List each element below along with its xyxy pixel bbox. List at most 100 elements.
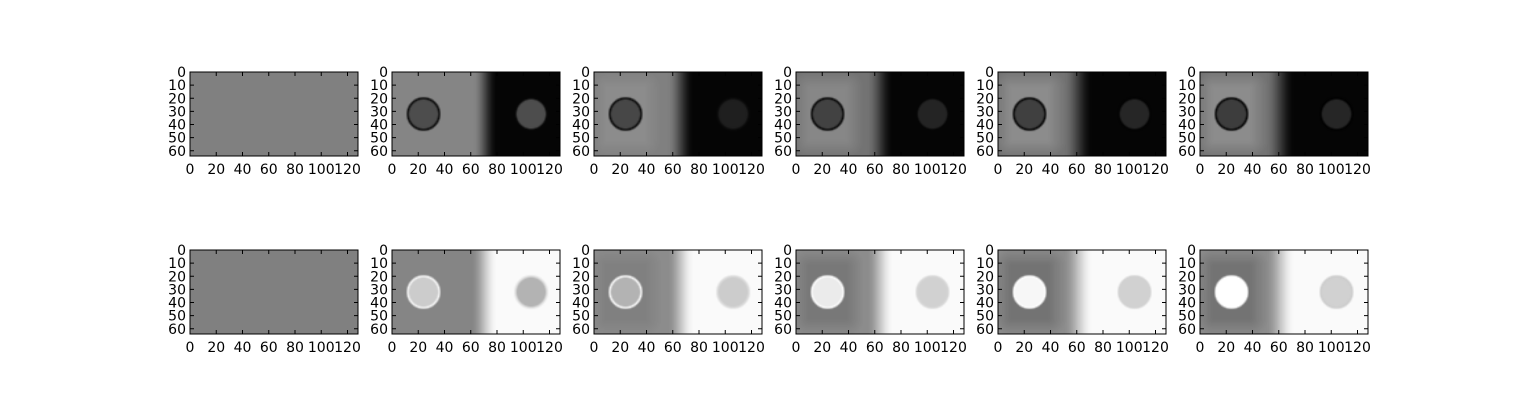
x-tick-label: 60: [1270, 162, 1288, 178]
x-tick-label: 80: [892, 162, 910, 178]
y-tick-label: 0: [581, 65, 590, 81]
x-tick-label: 120: [536, 162, 563, 178]
x-tick-label: 60: [462, 340, 480, 356]
x-tick-label: 20: [409, 162, 427, 178]
y-tick-label: 50: [370, 131, 388, 147]
y-tick-label: 20: [572, 269, 590, 285]
x-tick-label: 20: [207, 340, 225, 356]
x-tick-label: 40: [1042, 340, 1060, 356]
x-tick-label: 100: [1318, 162, 1345, 178]
x-tick-label: 60: [664, 162, 682, 178]
x-tick-label: 120: [738, 340, 765, 356]
heatmap-image: [998, 72, 1166, 156]
y-tick-label: 30: [774, 282, 792, 298]
y-tick-label: 20: [370, 91, 388, 107]
y-tick-label: 0: [1187, 65, 1196, 81]
y-tick-label: 40: [774, 296, 792, 312]
x-tick-label: 20: [611, 340, 629, 356]
x-tick-label: 120: [1142, 340, 1169, 356]
y-tick-label: 0: [783, 243, 792, 259]
y-tick-label: 0: [1187, 243, 1196, 259]
y-tick-label: 10: [1178, 256, 1196, 272]
x-tick-label: 80: [286, 340, 304, 356]
y-tick-label: 0: [985, 243, 994, 259]
y-tick-label: 30: [168, 282, 186, 298]
y-tick-label: 40: [976, 118, 994, 134]
x-tick-label: 60: [260, 162, 278, 178]
y-tick-label: 60: [774, 144, 792, 160]
x-tick-label: 80: [488, 340, 506, 356]
axes-frame: [1199, 249, 1369, 335]
y-tick-label: 10: [572, 256, 590, 272]
y-tick-label: 60: [774, 322, 792, 338]
x-tick-label: 80: [1296, 340, 1314, 356]
y-tick-label: 20: [168, 91, 186, 107]
x-tick-label: 100: [510, 162, 537, 178]
y-tick-label: 10: [976, 256, 994, 272]
y-tick-label: 40: [572, 296, 590, 312]
y-tick-label: 30: [572, 282, 590, 298]
y-tick-label: 40: [370, 118, 388, 134]
y-tick-label: 0: [379, 65, 388, 81]
x-tick-label: 100: [914, 340, 941, 356]
axes-frame: [795, 71, 965, 157]
x-tick-label: 40: [840, 162, 858, 178]
y-tick-label: 50: [1178, 309, 1196, 325]
x-tick-label: 40: [1244, 162, 1262, 178]
y-tick-label: 60: [976, 144, 994, 160]
x-tick-label: 100: [712, 340, 739, 356]
y-tick-label: 10: [774, 78, 792, 94]
y-tick-label: 30: [370, 282, 388, 298]
x-tick-label: 60: [1068, 340, 1086, 356]
heatmap-image: [594, 72, 762, 156]
x-tick-label: 20: [1217, 340, 1235, 356]
x-tick-label: 120: [1344, 162, 1371, 178]
y-tick-label: 20: [168, 269, 186, 285]
x-tick-label: 40: [840, 340, 858, 356]
y-tick-label: 20: [370, 269, 388, 285]
x-tick-label: 60: [260, 340, 278, 356]
x-tick-label: 120: [1142, 162, 1169, 178]
y-tick-label: 50: [572, 131, 590, 147]
x-tick-label: 60: [1068, 162, 1086, 178]
x-tick-label: 0: [1196, 340, 1205, 356]
x-tick-label: 0: [1196, 162, 1205, 178]
x-tick-label: 0: [186, 340, 195, 356]
y-tick-label: 40: [976, 296, 994, 312]
x-tick-label: 40: [638, 162, 656, 178]
y-tick-label: 60: [1178, 322, 1196, 338]
x-tick-label: 0: [186, 162, 195, 178]
y-tick-label: 60: [572, 144, 590, 160]
x-tick-label: 100: [308, 162, 335, 178]
x-tick-label: 20: [813, 162, 831, 178]
heatmap-image: [1200, 250, 1368, 334]
y-tick-label: 20: [1178, 91, 1196, 107]
x-tick-label: 80: [690, 340, 708, 356]
x-tick-label: 100: [308, 340, 335, 356]
y-tick-label: 20: [572, 91, 590, 107]
x-tick-label: 40: [234, 340, 252, 356]
x-tick-label: 40: [638, 340, 656, 356]
y-tick-label: 60: [976, 322, 994, 338]
x-tick-label: 80: [1094, 162, 1112, 178]
x-tick-label: 20: [1015, 162, 1033, 178]
y-tick-label: 50: [168, 131, 186, 147]
y-tick-label: 50: [976, 309, 994, 325]
heatmap-image: [796, 250, 964, 334]
x-tick-label: 40: [436, 340, 454, 356]
y-tick-label: 20: [774, 91, 792, 107]
x-tick-label: 20: [409, 340, 427, 356]
y-tick-label: 0: [379, 243, 388, 259]
x-tick-label: 20: [207, 162, 225, 178]
heatmap-image: [1200, 72, 1368, 156]
y-tick-label: 20: [1178, 269, 1196, 285]
x-tick-label: 120: [334, 162, 361, 178]
y-tick-label: 0: [783, 65, 792, 81]
y-tick-label: 10: [976, 78, 994, 94]
